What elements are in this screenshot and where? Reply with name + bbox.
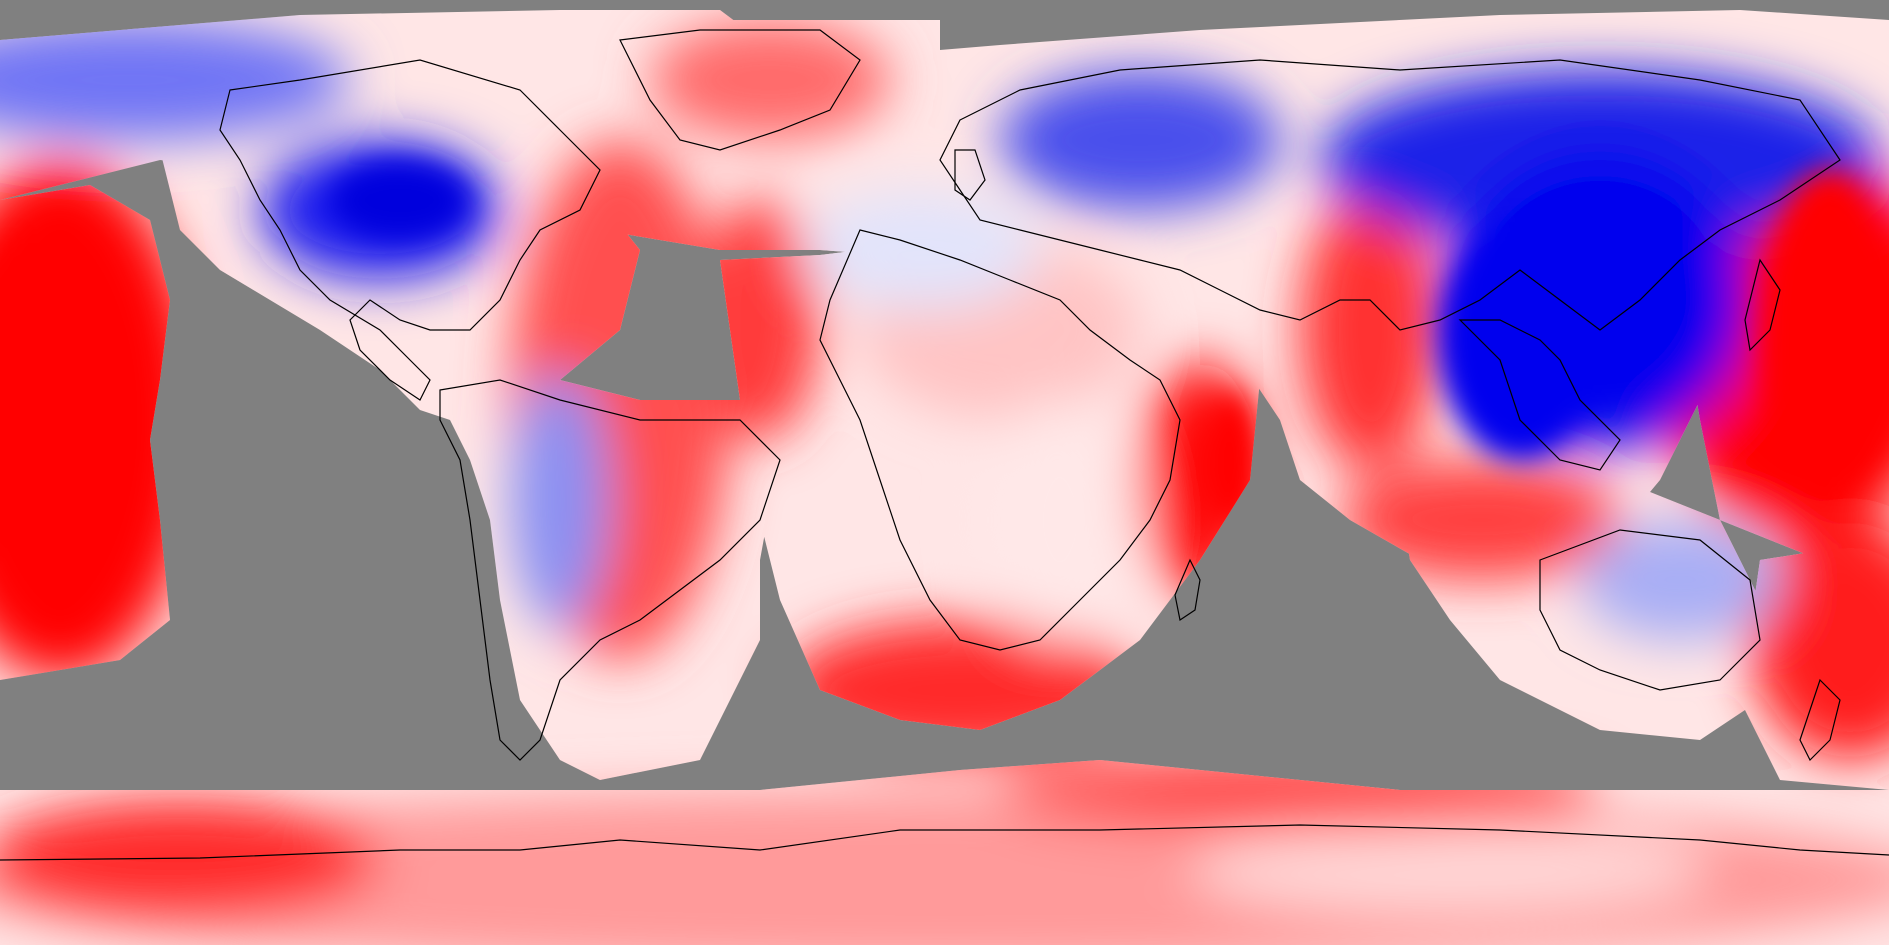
coastline-south-america: [439, 379, 781, 761]
coastline-madagascar: [1174, 558, 1201, 621]
coastline-southeast-asia: [1458, 319, 1621, 471]
coastline-eurasia: [939, 59, 1841, 331]
coastline-japan: [1744, 258, 1781, 352]
coastline-uk: [954, 149, 986, 201]
coastline-new-zealand: [1799, 678, 1841, 762]
coastline-greenland: [619, 29, 861, 151]
coastline-north-america: [219, 59, 601, 401]
coastline-australia: [1539, 529, 1761, 691]
coastline-africa-europe: [819, 229, 1181, 651]
coastline-antarctica: [0, 824, 1889, 861]
coastlines: [0, 29, 1889, 861]
